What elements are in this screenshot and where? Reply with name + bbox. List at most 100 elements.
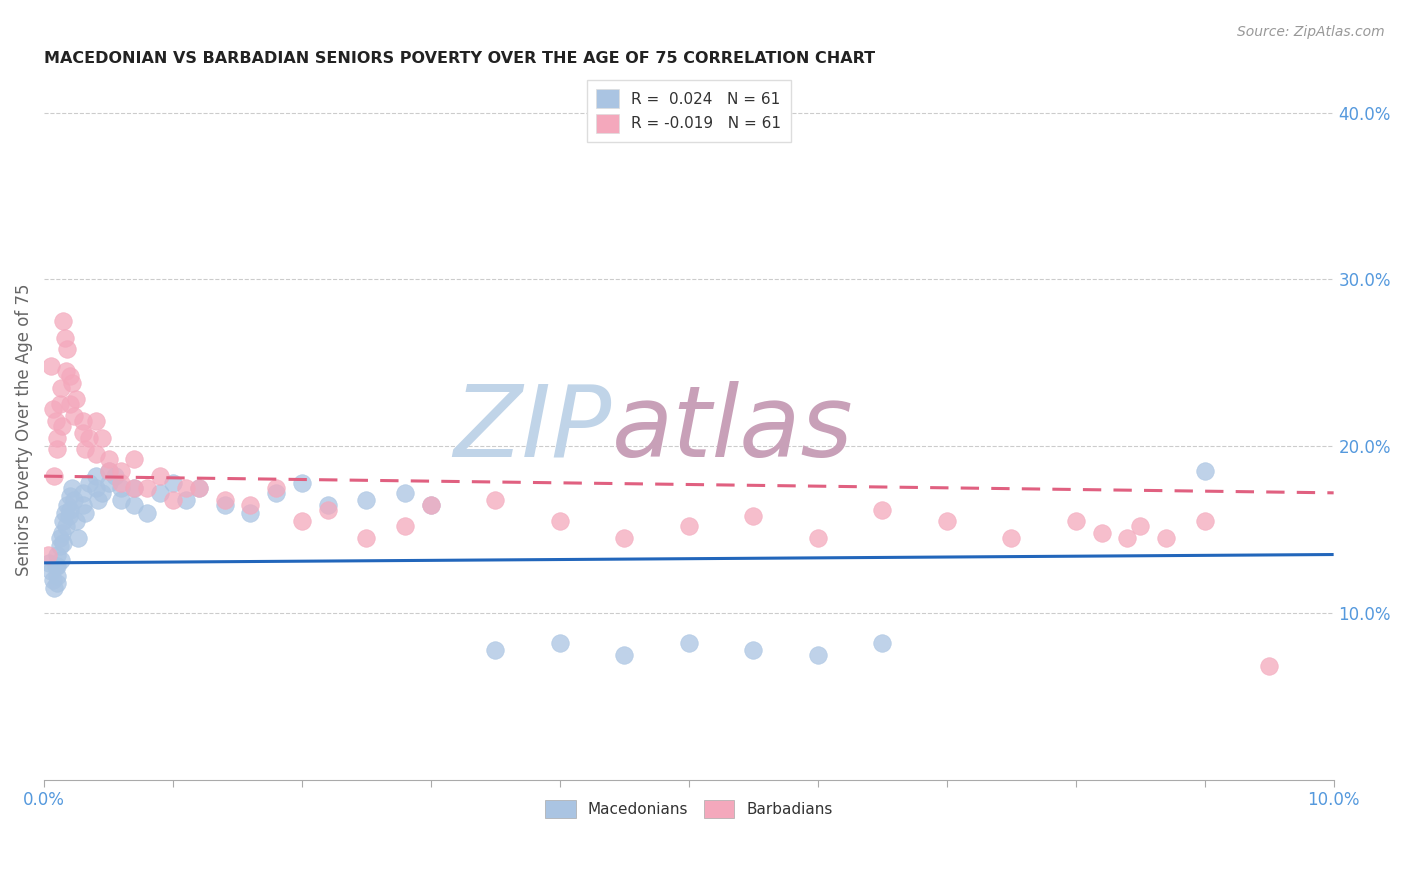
Point (872, 636, 894, 650)
Point (49, 381, 72, 395)
Point (84, 481, 107, 495)
Point (44, 581, 66, 595)
Point (484, 642, 506, 657)
Point (742, 509, 765, 524)
Point (45, 559, 67, 574)
Point (742, 642, 765, 657)
Point (174, 492, 197, 507)
Point (72, 425, 94, 440)
Point (110, 492, 132, 507)
Point (264, 481, 287, 495)
Point (548, 636, 571, 650)
Point (1000, 531, 1022, 545)
Point (187, 481, 209, 495)
Point (162, 475, 184, 490)
Point (62, 376, 84, 390)
Point (1154, 531, 1177, 545)
Point (72, 498, 94, 512)
Point (53, 331, 76, 345)
Point (239, 498, 262, 512)
Point (49, 552, 72, 566)
Point (39, 564, 62, 578)
Point (420, 498, 443, 512)
Legend: Macedonians, Barbadians: Macedonians, Barbadians (538, 794, 839, 824)
Point (316, 498, 339, 512)
Point (56, 343, 79, 357)
Point (104, 469, 127, 483)
Point (62, 481, 84, 495)
Point (38, 556, 60, 570)
Point (1116, 531, 1139, 545)
Point (97, 464, 120, 478)
Point (48, 539, 70, 553)
Point (46, 559, 69, 574)
Point (97, 464, 120, 478)
Point (420, 498, 443, 512)
Point (187, 481, 209, 495)
Point (613, 531, 636, 545)
Point (935, 514, 957, 528)
Point (110, 481, 132, 495)
Point (394, 519, 416, 533)
Point (52, 314, 75, 328)
Point (214, 492, 236, 507)
Point (62, 492, 84, 507)
Point (46, 431, 69, 445)
Point (52, 514, 75, 528)
Point (72, 486, 94, 500)
Point (55, 364, 77, 378)
Point (62, 409, 84, 424)
Point (84, 448, 107, 462)
Point (46, 548, 69, 562)
Text: ZIP: ZIP (453, 381, 612, 478)
Point (91, 486, 114, 500)
Point (124, 452, 146, 467)
Point (97, 475, 120, 490)
Point (48, 397, 70, 411)
Point (484, 492, 506, 507)
Point (678, 519, 700, 533)
Point (149, 469, 172, 483)
Point (1129, 519, 1152, 533)
Point (51, 419, 73, 434)
Point (1090, 525, 1112, 540)
Point (174, 481, 197, 495)
Point (45, 414, 67, 428)
Point (124, 481, 146, 495)
Point (44, 469, 66, 483)
Point (72, 414, 94, 428)
Point (84, 469, 107, 483)
Point (55, 519, 77, 533)
Point (807, 531, 830, 545)
Point (75, 506, 97, 520)
Point (37, 548, 59, 562)
Point (87, 492, 110, 507)
Point (548, 514, 571, 528)
Y-axis label: Seniors Poverty Over the Age of 75: Seniors Poverty Over the Age of 75 (15, 284, 32, 575)
Text: MACEDONIAN VS BARBADIAN SENIORS POVERTY OVER THE AGE OF 75 CORRELATION CHART: MACEDONIAN VS BARBADIAN SENIORS POVERTY … (44, 51, 876, 66)
Point (91, 431, 114, 445)
Point (42, 573, 65, 587)
Point (84, 414, 107, 428)
Point (66, 531, 89, 545)
Point (291, 475, 314, 490)
Point (46, 569, 69, 583)
Point (65, 514, 87, 528)
Point (316, 502, 339, 516)
Point (124, 498, 146, 512)
Point (149, 486, 172, 500)
Point (48, 531, 70, 545)
Point (110, 475, 132, 490)
Point (53, 506, 76, 520)
Point (59, 369, 82, 384)
Point (162, 492, 184, 507)
Text: Source: ZipAtlas.com: Source: ZipAtlas.com (1237, 25, 1385, 39)
Point (214, 498, 236, 512)
Point (42, 402, 65, 417)
Point (264, 486, 287, 500)
Point (65, 392, 87, 407)
Point (356, 531, 378, 545)
Point (807, 648, 830, 662)
Point (59, 502, 82, 516)
Point (58, 509, 80, 524)
